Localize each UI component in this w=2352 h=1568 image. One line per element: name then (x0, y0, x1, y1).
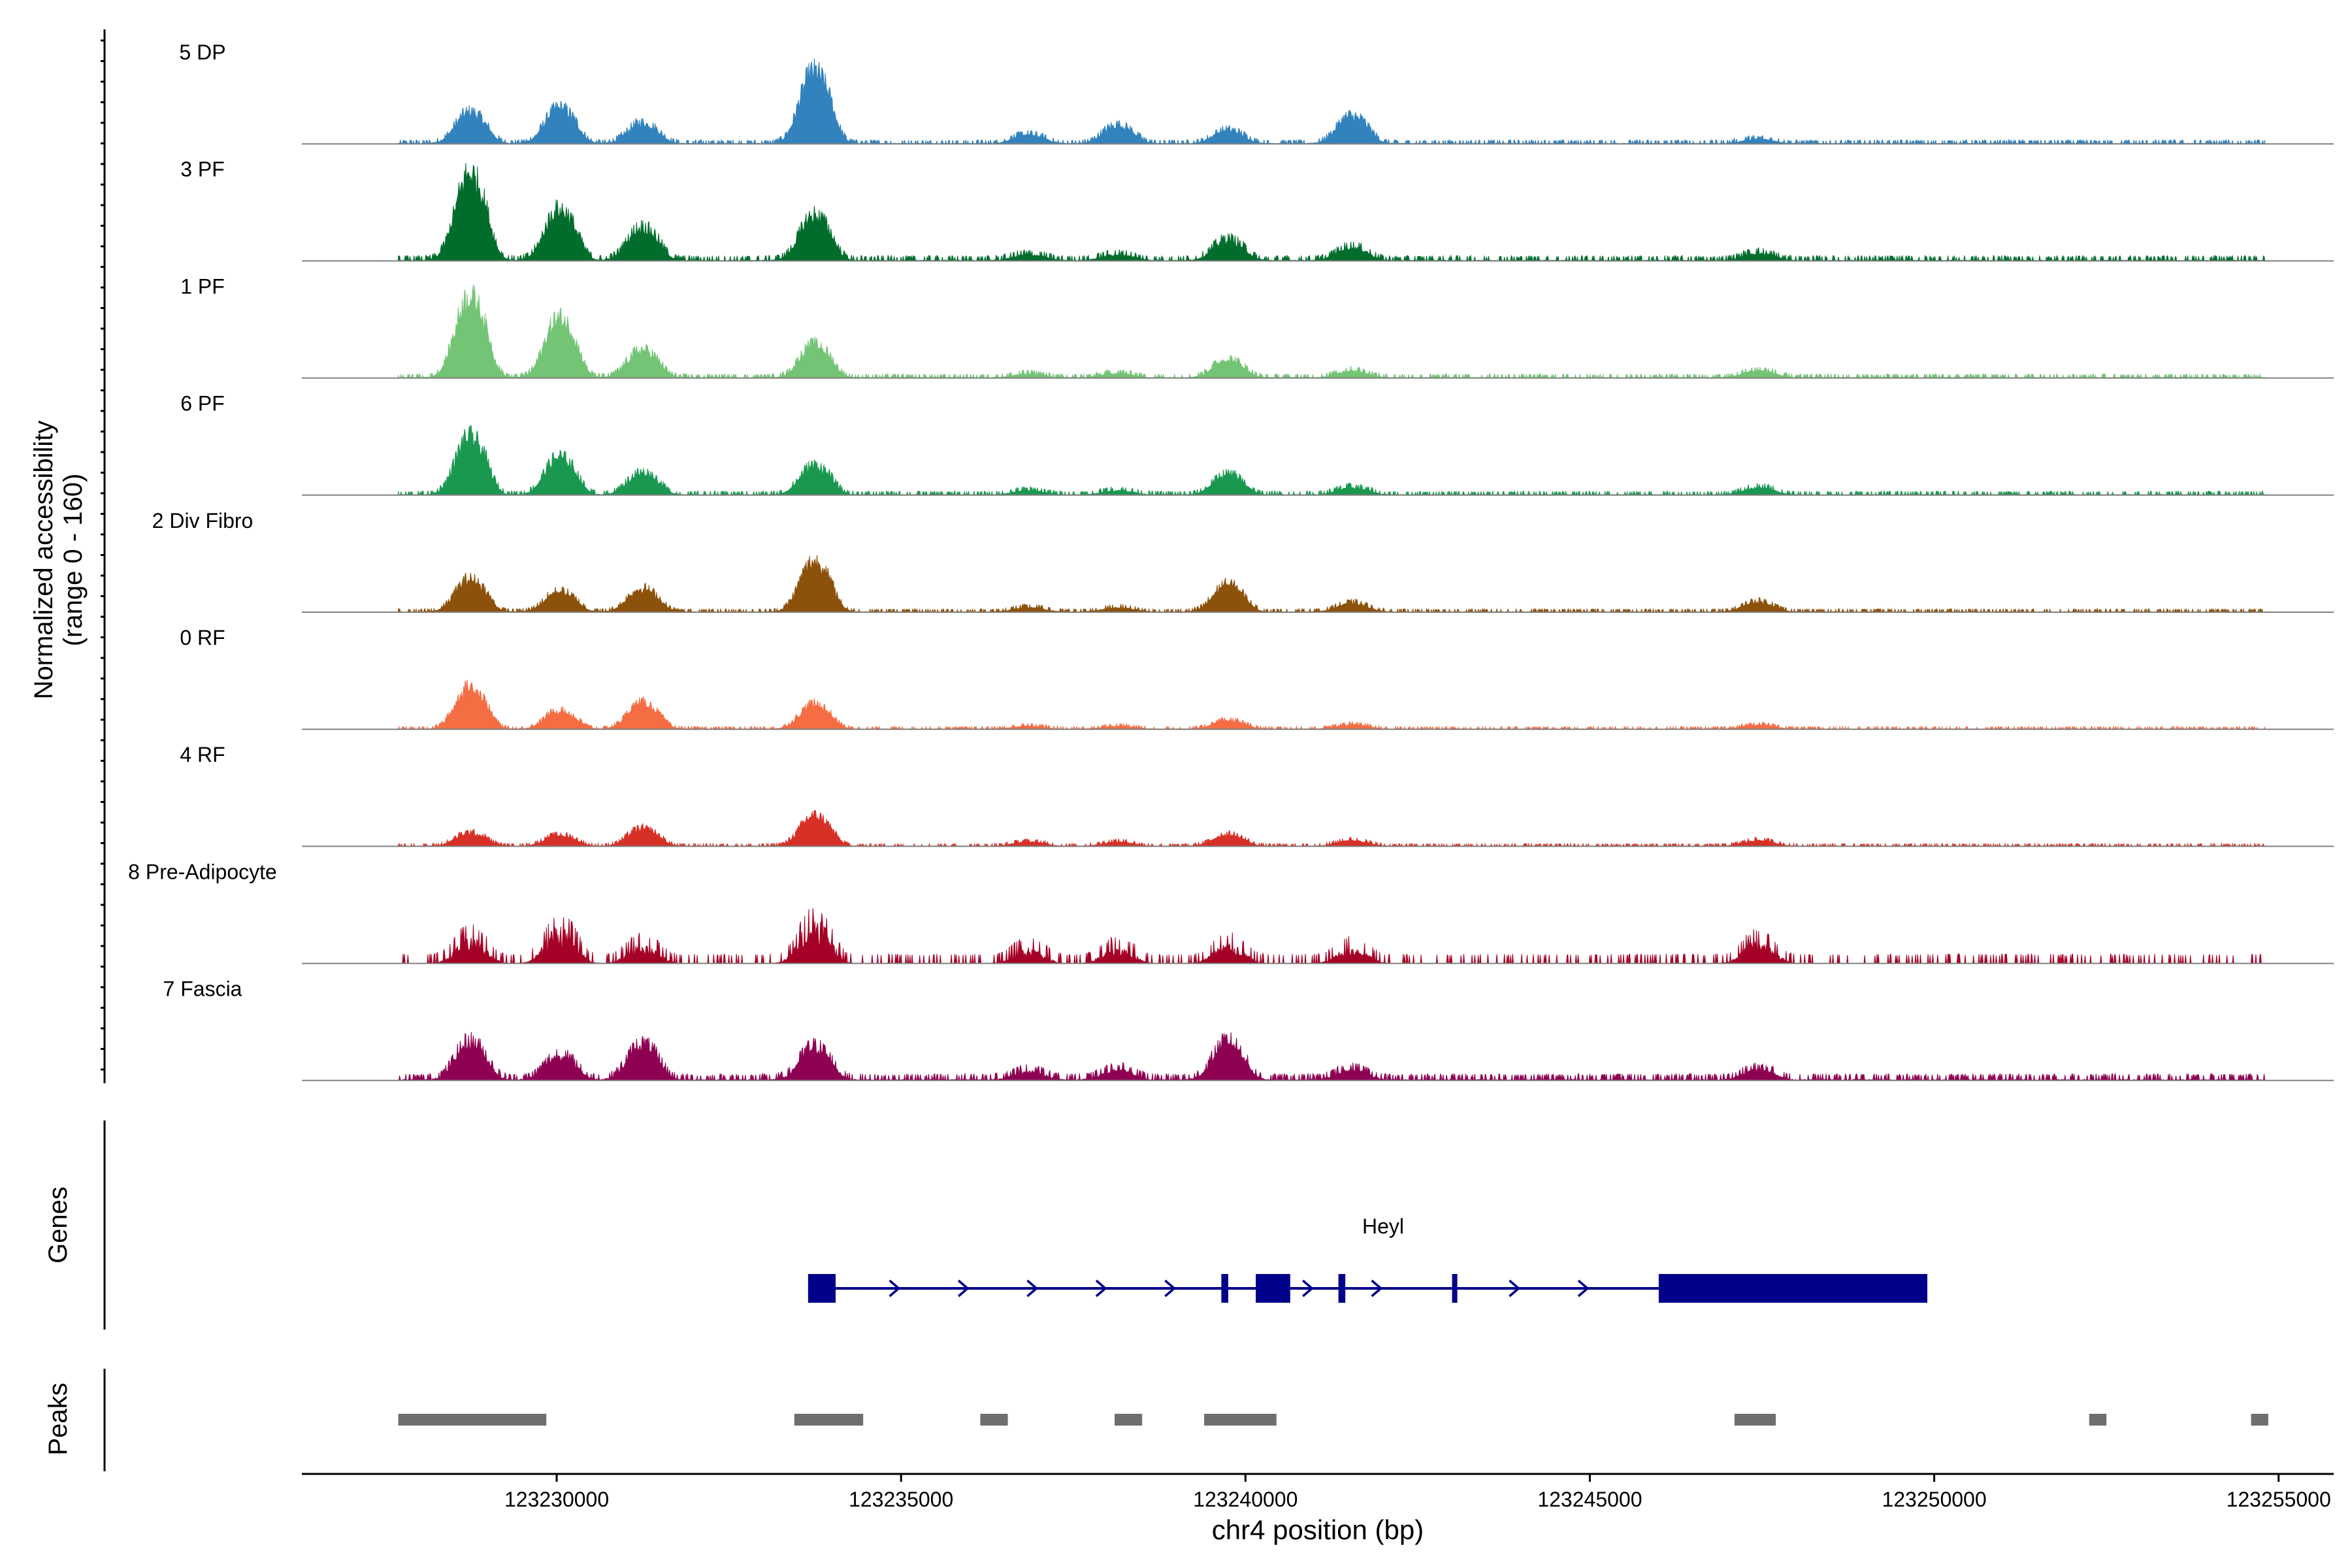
genes-panel-label: Genes (44, 1186, 73, 1264)
peak-region (2089, 1414, 2107, 1426)
track-label: 6 PF (180, 392, 225, 416)
peak-region (794, 1414, 864, 1426)
peak-region (398, 1414, 547, 1426)
peak-regions (398, 1414, 2268, 1426)
strand-arrow (1026, 1279, 1039, 1298)
track-8-pre-adipocyte: 8 Pre-Adipocyte (128, 860, 2334, 964)
track-label: 1 PF (180, 274, 225, 298)
x-tick-label: 123255000 (2227, 1488, 2331, 1511)
peak-region (1204, 1414, 1277, 1426)
strand-arrow (957, 1279, 970, 1298)
y-axis-title-line1: Normalized accessibility (29, 421, 58, 700)
strand-arrow (1577, 1279, 1590, 1298)
peak-region (1734, 1414, 1776, 1426)
x-tick-label: 123235000 (849, 1488, 953, 1511)
coverage-y-axis-ticks (101, 39, 105, 1071)
strand-arrow (1095, 1279, 1107, 1298)
exon (808, 1274, 836, 1303)
track-label: 7 Fascia (163, 977, 242, 1001)
track-2-div-fibro: 2 Div Fibro (152, 509, 2334, 613)
strand-arrow (1302, 1279, 1314, 1298)
track-0-rf: 0 RF (180, 626, 2334, 731)
exon (1338, 1274, 1346, 1303)
exon (1256, 1274, 1290, 1303)
track-label: 5 DP (179, 41, 225, 64)
peaks-panel-label: Peaks (44, 1382, 73, 1455)
y-axis-title-line2: (range 0 - 160) (59, 474, 88, 647)
gene-model-heyl (808, 1274, 1927, 1303)
exon (1221, 1274, 1228, 1303)
track-label: 4 RF (180, 743, 225, 766)
track-label: 0 RF (180, 626, 225, 649)
strand-arrow (889, 1279, 901, 1298)
peak-region (980, 1414, 1008, 1426)
track-6-pf: 6 PF (180, 392, 2334, 497)
x-tick-label: 123240000 (1193, 1488, 1298, 1511)
track-4-rf: 4 RF (180, 743, 2334, 848)
exon (1658, 1274, 1927, 1303)
track-1-pf: 1 PF (180, 274, 2334, 379)
gene-name-label: Heyl (1362, 1215, 1404, 1238)
x-axis-ticks: 123230000 123235000 123240000 123245000 1232… (504, 1474, 2331, 1511)
track-7-fascia: 7 Fascia (163, 977, 2334, 1082)
track-label: 2 Div Fibro (152, 509, 253, 532)
strand-arrow (1164, 1279, 1177, 1298)
track-label: 8 Pre-Adipocyte (128, 860, 277, 883)
exon (1452, 1274, 1458, 1303)
track-5-dp: 5 DP (179, 41, 2334, 145)
peak-region (1115, 1414, 1143, 1426)
coverage-tracks: 5 DP 3 PF 1 PF 6 PF 2 Div Fibro 0 RF 4 RF 8 Pre… (128, 41, 2334, 1082)
coverage-area (398, 163, 2266, 262)
track-3-pf: 3 PF (180, 157, 2334, 262)
strand-arrow (1509, 1279, 1521, 1298)
track-label: 3 PF (180, 157, 225, 181)
strand-arrow (1371, 1279, 1383, 1298)
coverage-area (398, 555, 2266, 613)
x-axis-title: chr4 position (bp) (1212, 1514, 1424, 1545)
x-tick-label: 123230000 (504, 1488, 609, 1511)
x-tick-label: 123250000 (1882, 1488, 1986, 1511)
x-tick-label: 123245000 (1537, 1488, 1642, 1511)
peak-region (2251, 1414, 2268, 1426)
